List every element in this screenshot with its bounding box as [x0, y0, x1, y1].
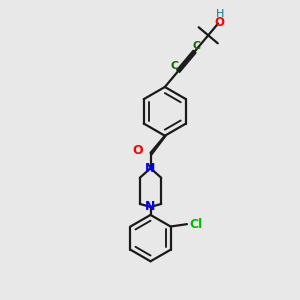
Text: N: N — [145, 162, 156, 175]
Text: O: O — [215, 16, 225, 29]
Text: Cl: Cl — [189, 218, 203, 231]
Text: N: N — [145, 200, 156, 213]
Text: O: O — [133, 144, 143, 157]
Text: H: H — [215, 9, 224, 19]
Text: C: C — [170, 61, 178, 71]
Text: C: C — [193, 41, 201, 51]
